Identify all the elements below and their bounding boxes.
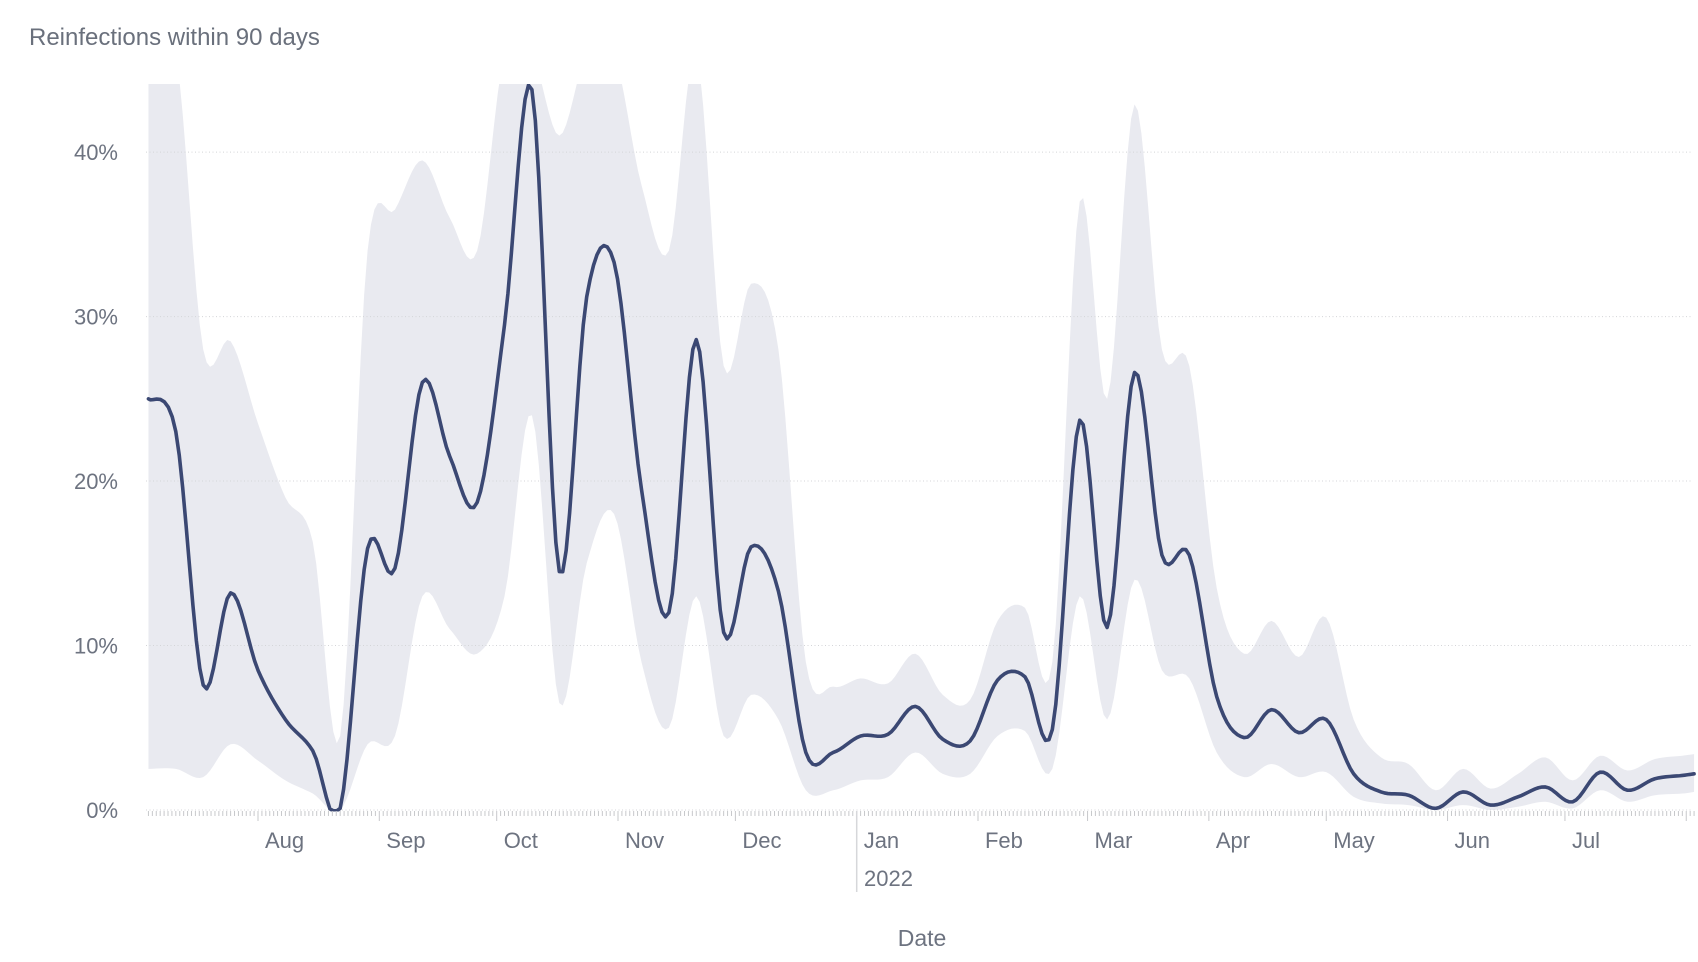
- x-tick-label-Apr: Apr: [1216, 828, 1250, 853]
- x-tick-label-Feb: Feb: [985, 828, 1023, 853]
- confidence-band-layer: [148, 84, 1695, 811]
- x-tick-label-Jul: Jul: [1572, 828, 1600, 853]
- chart-title: Reinfections within 90 days: [29, 24, 320, 51]
- x-tick-label-Jun: Jun: [1455, 828, 1490, 853]
- confidence-band-area: [148, 84, 1695, 811]
- reinfection-rate-line: [146, 84, 1696, 812]
- y-tick-label-10%: 10%: [74, 634, 118, 659]
- x-tick-label-Mar: Mar: [1095, 828, 1133, 853]
- axis-label-layer: 0% 10% 20% 30% 40% Aug Sep Oct Nov Dec Jan Feb Mar Ap…: [74, 140, 1600, 853]
- y-tick-label-30%: 30%: [74, 305, 118, 330]
- x-tick-label-Aug: Aug: [265, 828, 304, 853]
- x-tick-label-Sep: Sep: [386, 828, 425, 853]
- x-tick-label-May: May: [1333, 828, 1375, 853]
- x-tick-label-Oct: Oct: [504, 828, 538, 853]
- y-tick-label-40%: 40%: [74, 140, 118, 165]
- x-tick-label-Nov: Nov: [625, 828, 664, 853]
- x-axis-title: Date: [898, 925, 947, 951]
- x-axis-layer: [147, 811, 1695, 892]
- y-tick-label-20%: 20%: [74, 469, 118, 494]
- x-axis-year-label: 2022: [864, 866, 913, 891]
- trend-line-layer: [146, 84, 1696, 812]
- x-tick-label-Dec: Dec: [742, 828, 781, 853]
- x-tick-label-Jan: Jan: [864, 828, 899, 853]
- y-tick-label-0%: 0%: [86, 798, 118, 823]
